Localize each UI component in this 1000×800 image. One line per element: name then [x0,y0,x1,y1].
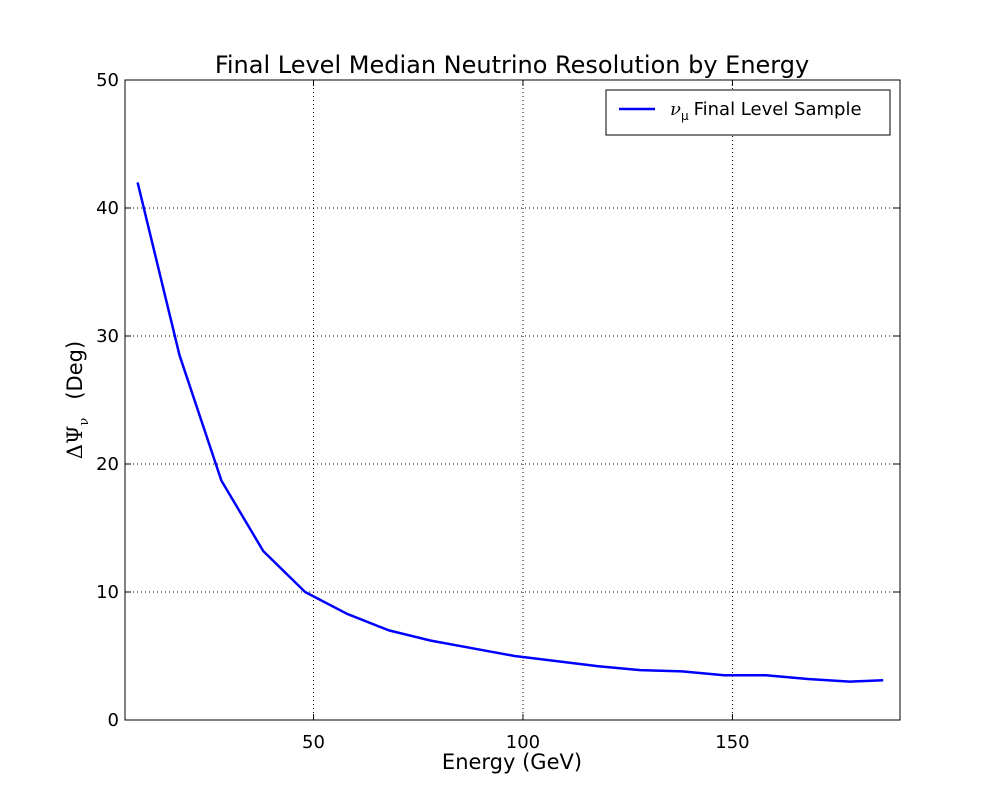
y-axis-label-unit: (Deg) [63,341,87,400]
grid-lines [125,80,900,720]
y-tick-label-4: 40 [96,198,119,219]
y-axis-label-symbol: ΔΨ [63,426,87,460]
plot-frame [124,79,901,721]
legend-entry: νμ Final Level Sample [670,99,862,123]
y-axis-label: ΔΨν (Deg) [63,341,92,459]
x-axis-label: Energy (GeV) [442,750,582,774]
x-tick-label-0: 50 [302,732,325,753]
y-axis-label-subscript: ν [77,418,92,426]
series-line-0 [136,182,884,683]
legend-box [605,89,891,136]
chart-title: Final Level Median Neutrino Resolution b… [215,51,809,79]
legend-label: Final Level Sample [694,99,862,120]
y-tick-label-5: 50 [96,70,119,91]
y-tick-label-1: 10 [96,582,119,603]
svg-text:ΔΨν(Deg): ΔΨν (Deg) [63,341,92,459]
x-tick-labels: 50 100 150 [302,732,750,753]
y-tick-label-3: 30 [96,326,119,347]
legend-symbol: ν [670,99,681,120]
y-tick-label-2: 20 [96,454,119,475]
y-tick-labels: 0 10 20 30 40 50 [96,70,119,731]
series-lines [136,182,884,683]
y-tick-label-0: 0 [108,710,119,731]
x-tick-label-1: 100 [506,732,540,753]
x-tick-label-2: 150 [715,732,749,753]
legend-subscript: μ [681,109,689,123]
legend: νμ Final Level Sample [605,89,891,136]
